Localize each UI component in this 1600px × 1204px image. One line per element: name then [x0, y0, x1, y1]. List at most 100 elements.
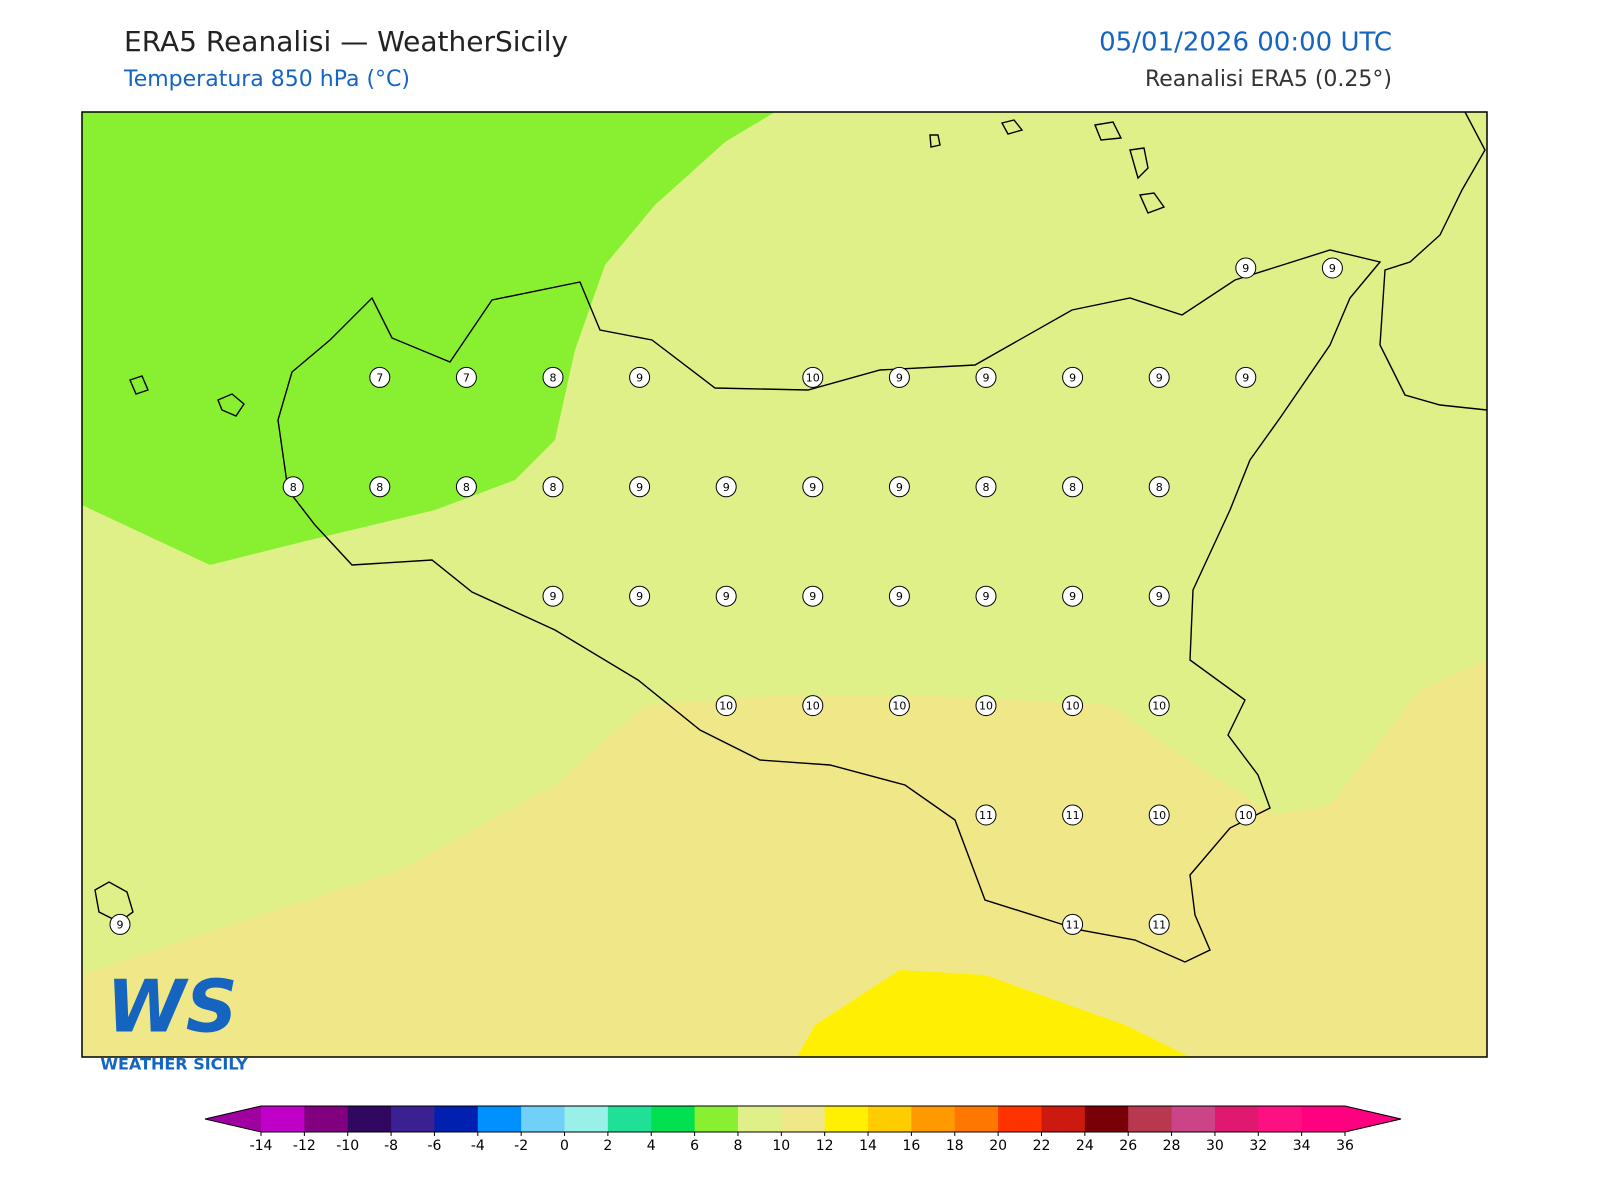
- point-marker: [975, 585, 997, 607]
- field-6-8: [82, 112, 775, 565]
- point-marker: [1148, 804, 1170, 826]
- colorbar: -14 -12 -10 -8 -6 -4 -2 0 2 4 6 8 10 12 14 16 18 20 22 24 26…: [204, 1105, 1402, 1154]
- point-marker: [1148, 476, 1170, 498]
- colorbar-bin: [824, 1106, 869, 1132]
- colorbar-bin: [651, 1106, 696, 1132]
- colorbar-bin: [521, 1106, 566, 1132]
- colorbar-tick-label: 34: [1293, 1138, 1311, 1154]
- colorbar-tick-label: -12: [293, 1138, 316, 1154]
- points: 9 9 7 7 8 9 10 9 9 9 9 9 8 8 8 8 9 9 9 9 8 8 8 9 9 9 9 9 9 9 9 10 10 10 10…: [109, 257, 1343, 935]
- colorbar-tick-label: 4: [647, 1138, 656, 1154]
- colorbar-tick-label: -4: [471, 1138, 485, 1154]
- colorbar-over: [1345, 1106, 1401, 1132]
- point-value: 9: [636, 590, 643, 603]
- colorbar-bin: [434, 1106, 479, 1132]
- point-marker: [802, 366, 824, 388]
- point-marker: [1062, 695, 1084, 717]
- point-value: 11: [1152, 918, 1166, 931]
- colorbar-tick-label: 20: [989, 1138, 1007, 1154]
- point-value: 10: [806, 700, 820, 713]
- point-marker: [888, 476, 910, 498]
- point-marker: [975, 366, 997, 388]
- point-value: 9: [1156, 590, 1163, 603]
- colorbar-tick-label: 26: [1119, 1138, 1137, 1154]
- colorbar-bin: [607, 1106, 652, 1132]
- calabria-coast: [1379, 111, 1488, 411]
- point-value: 9: [1069, 590, 1076, 603]
- colorbar-tick-label: -14: [250, 1138, 273, 1154]
- point-value: 9: [1242, 262, 1249, 275]
- colorbar-bin: [1084, 1106, 1129, 1132]
- colorbar-tick-label: 2: [603, 1138, 612, 1154]
- colorbar-bin: [1171, 1106, 1216, 1132]
- point-marker: [1235, 804, 1257, 826]
- point-marker: [1235, 366, 1257, 388]
- point-value: 8: [1156, 481, 1163, 494]
- colorbar-bin: [261, 1106, 305, 1132]
- colorbar-bin: [564, 1106, 609, 1132]
- colorbar-tick-label: 18: [946, 1138, 964, 1154]
- point-marker: [369, 476, 391, 498]
- title: ERA5 Reanalisi — WeatherSicily: [124, 25, 568, 58]
- point-value: 9: [117, 918, 124, 931]
- colorbar-bin: [954, 1106, 999, 1132]
- colorbar-bin: [477, 1106, 522, 1132]
- point-value: 8: [1069, 481, 1076, 494]
- point-marker: [455, 476, 477, 498]
- point-value: 9: [1329, 262, 1336, 275]
- point-value: 11: [1066, 809, 1080, 822]
- map: 9 9 7 7 8 9 10 9 9 9 9 9 8 8 8 8 9 9 9 9 8 8 8 9 9 9 9 9 9 9 9 10 10 10 10…: [81, 111, 1488, 1074]
- point-marker: [282, 476, 304, 498]
- colorbar-bin: [998, 1106, 1042, 1132]
- point-marker: [1062, 585, 1084, 607]
- colorbar-tick-label: 0: [560, 1138, 569, 1154]
- point-marker: [1321, 257, 1343, 279]
- colorbar-tick-label: 6: [690, 1138, 699, 1154]
- colorbar-bin: [1258, 1106, 1303, 1132]
- point-value: 10: [892, 700, 906, 713]
- point-marker: [1062, 913, 1084, 935]
- point-value: 11: [979, 809, 993, 822]
- point-marker: [629, 585, 651, 607]
- point-value: 9: [636, 481, 643, 494]
- point-value: 9: [983, 590, 990, 603]
- colorbar-bin: [737, 1106, 782, 1132]
- point-value: 9: [1242, 371, 1249, 384]
- point-value: 9: [809, 481, 816, 494]
- point-value: 10: [719, 700, 733, 713]
- point-value: 7: [463, 371, 470, 384]
- point-marker: [1148, 366, 1170, 388]
- field-10-12: [82, 660, 1487, 1057]
- point-value: 9: [983, 371, 990, 384]
- subtitle: Temperatura 850 hPa (°C): [123, 67, 410, 92]
- map-frame: [81, 111, 1488, 1058]
- point-value: 10: [979, 700, 993, 713]
- point-marker: [1062, 476, 1084, 498]
- point-value: 9: [636, 371, 643, 384]
- point-marker: [1062, 366, 1084, 388]
- point-marker: [1148, 695, 1170, 717]
- colorbar-bin: [911, 1106, 956, 1132]
- point-value: 10: [806, 371, 820, 384]
- point-marker: [1062, 804, 1084, 826]
- colorbar-tick-label: 36: [1336, 1138, 1354, 1154]
- colorbar-bin: [781, 1106, 826, 1132]
- point-marker: [109, 913, 131, 935]
- point-marker: [888, 585, 910, 607]
- point-value: 10: [1239, 809, 1253, 822]
- point-value: 9: [550, 590, 557, 603]
- point-marker: [542, 585, 564, 607]
- point-value: 8: [376, 481, 383, 494]
- point-value: 9: [809, 590, 816, 603]
- colorbar-tick-label: 32: [1249, 1138, 1267, 1154]
- point-value: 8: [290, 481, 297, 494]
- colorbar-bin: [1041, 1106, 1086, 1132]
- point-value: 9: [723, 590, 730, 603]
- point-value: 11: [1066, 918, 1080, 931]
- colorbar-tick-label: -6: [427, 1138, 441, 1154]
- point-value: 10: [1152, 809, 1166, 822]
- point-value: 9: [1156, 371, 1163, 384]
- point-marker: [1235, 257, 1257, 279]
- logo: WS WEATHER SICILY: [100, 965, 248, 1074]
